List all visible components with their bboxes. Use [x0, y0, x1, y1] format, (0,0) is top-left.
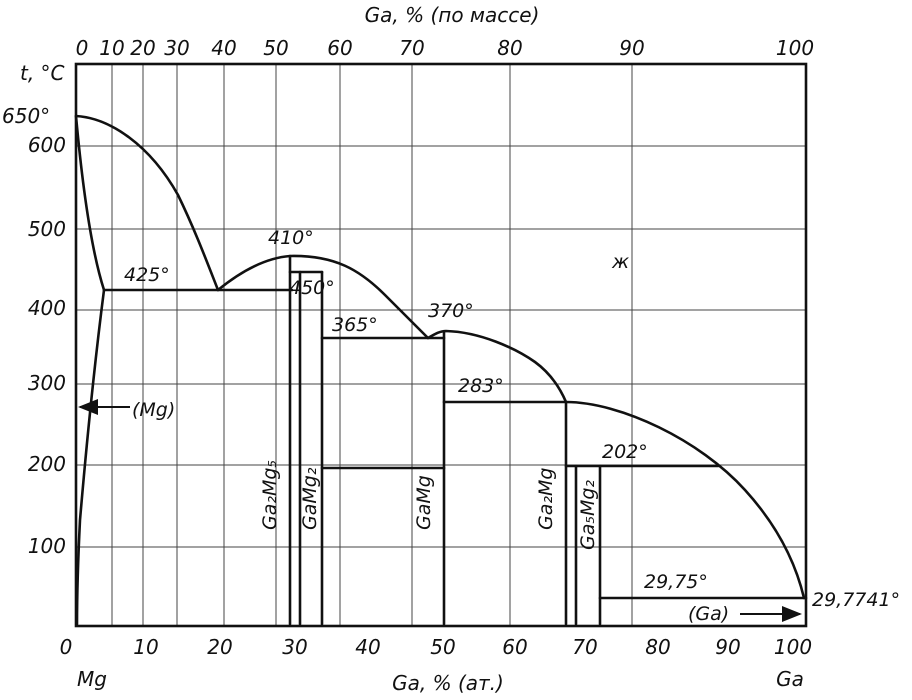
liquidus-ga2mg5-dome [216, 254, 430, 340]
top-tick-100: 100 [776, 36, 814, 60]
phase-gamg2: GaMg₂ [299, 467, 321, 530]
label-ga-solution: (Ga) [688, 603, 729, 625]
element-mg-label: Mg [77, 667, 107, 691]
top-tick-70: 70 [399, 36, 424, 60]
bottom-tick-100: 100 [774, 635, 812, 659]
top-tick-10: 10 [99, 36, 124, 60]
bottom-tick-30: 30 [282, 635, 307, 659]
liquidus-ga-side [564, 400, 806, 600]
left-tick-100: 100 [28, 534, 66, 558]
bottom-axis-title: Ga, % (ат.) [392, 671, 504, 695]
left-tick-400: 400 [28, 296, 66, 320]
phase-ga2mg: Ga₂Mg [535, 468, 557, 530]
solidus-mg [74, 114, 106, 292]
top-tick-80: 80 [497, 36, 522, 60]
bottom-tick-70: 70 [572, 635, 597, 659]
left-axis-title: t, °C [20, 61, 65, 85]
top-axis-title: Ga, % (по массе) [365, 3, 540, 27]
bottom-tick-60: 60 [502, 635, 527, 659]
bottom-tick-40: 40 [355, 635, 380, 659]
bottom-tick-90: 90 [715, 635, 740, 659]
bottom-tick-80: 80 [645, 635, 670, 659]
left-tick-200: 200 [28, 452, 66, 476]
label-370: 370° [428, 300, 474, 322]
top-tick-20: 20 [130, 36, 155, 60]
bottom-tick-50: 50 [430, 635, 455, 659]
left-tick-300: 300 [28, 371, 66, 395]
liquidus-mg-side [74, 114, 220, 292]
plot-frame [74, 62, 808, 628]
left-axis-ticks: 600 500 400 300 200 100 [28, 133, 66, 558]
top-tick-40: 40 [211, 36, 236, 60]
bottom-tick-10: 10 [133, 635, 158, 659]
left-tick-500: 500 [28, 217, 66, 241]
label-425: 425° [124, 264, 170, 286]
phase-ga5mg2: Ga₅Mg₂ [577, 480, 599, 550]
label-283: 283° [458, 375, 504, 397]
top-tick-50: 50 [263, 36, 288, 60]
phase-boundaries [74, 114, 808, 626]
bottom-tick-20: 20 [207, 635, 232, 659]
melting-point-mg-label: 650° [2, 104, 50, 128]
top-axis-ticks: 0 10 20 30 40 50 60 70 80 90 100 [76, 36, 814, 60]
bottom-axis-ticks: 0 10 20 30 40 50 60 70 80 90 100 [60, 635, 812, 659]
grid-lines [76, 64, 806, 626]
phase-ga2mg5: Ga₂Mg₅ [259, 460, 281, 530]
top-tick-0: 0 [76, 36, 89, 60]
label-365: 365° [332, 314, 378, 336]
label-liquid: ж [611, 251, 629, 273]
label-410: 410° [268, 227, 314, 249]
liquidus-gamg-dome [426, 329, 568, 404]
left-tick-600: 600 [28, 133, 66, 157]
top-tick-90: 90 [619, 36, 644, 60]
top-tick-30: 30 [164, 36, 189, 60]
label-mg-solution: (Mg) [132, 399, 175, 421]
bottom-tick-0: 0 [60, 635, 73, 659]
temperature-annotations: 425° 410° 450° 365° 370° 283° 202° 29,75… [124, 227, 900, 625]
phase-gamg: GaMg [413, 475, 435, 530]
top-tick-60: 60 [327, 36, 352, 60]
label-2975: 29,75° [644, 571, 708, 593]
solvus-mg [75, 288, 106, 626]
label-202: 202° [602, 441, 648, 463]
element-ga-label: Ga [776, 667, 804, 691]
label-297741: 29,7741° [812, 589, 900, 611]
label-450: 450° [289, 277, 335, 299]
phase-labels: Ga₂Mg₅ GaMg₂ GaMg Ga₂Mg Ga₅Mg₂ [259, 460, 599, 550]
